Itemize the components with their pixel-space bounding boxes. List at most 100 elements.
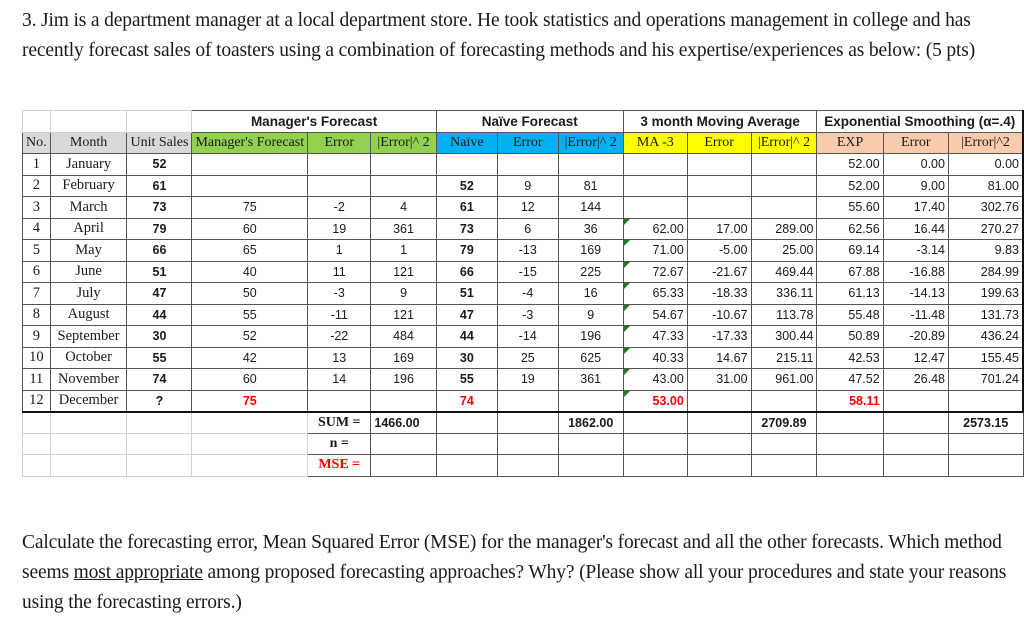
row-mgr-forecast: 60	[191, 217, 309, 240]
row-exp-err2: 81.00	[947, 174, 1024, 197]
row-ma-err2: 25.00	[750, 239, 818, 262]
mse-manager[interactable]	[370, 454, 437, 477]
col-ma-error: Error	[686, 131, 752, 154]
row-naive-error: -4	[497, 282, 559, 305]
row-naive-error: 9	[497, 174, 559, 197]
row-ma3: 40.33	[622, 346, 688, 369]
row-ma-error	[686, 389, 752, 413]
row-naive: 47	[435, 303, 499, 326]
question-intro: 3. Jim is a department manager at a loca…	[22, 10, 976, 61]
row-ma3: 47.33	[622, 325, 688, 348]
row-naive-err2: 36	[557, 217, 624, 240]
row-naive-error: 19	[497, 368, 559, 391]
n-exponential[interactable]	[947, 432, 1024, 455]
forecast-table: Manager's Forecast Naïve Forecast 3 mont…	[22, 110, 1024, 477]
group-manager: Manager's Forecast	[191, 110, 437, 133]
row-unit-sales: 73	[126, 196, 193, 219]
row-exp-err2: 199.63	[947, 282, 1024, 305]
row-month: July	[49, 282, 128, 305]
row-ma3	[622, 196, 688, 219]
row-mgr-err2: 169	[370, 346, 437, 369]
row-unit-sales: ?	[126, 389, 193, 413]
row-no: 9	[22, 325, 51, 348]
row-ma-error: -10.67	[686, 303, 752, 326]
row-exp-err2: 701.24	[947, 368, 1024, 391]
table-row: 7 July 47 50 -3 9 51 -4 16 65.33 -18.33 336.11 61.13…	[22, 282, 1024, 305]
row-no: 5	[22, 239, 51, 262]
n-moving-average[interactable]	[750, 432, 818, 455]
row-month: December	[49, 389, 128, 413]
n-manager[interactable]	[370, 432, 437, 455]
row-month: June	[49, 260, 128, 283]
row-mgr-forecast: 75	[191, 389, 309, 413]
row-ma-err2	[750, 174, 818, 197]
row-exp: 52.00	[816, 153, 884, 176]
row-exp-error: 16.44	[882, 217, 949, 240]
mse-moving-average[interactable]	[750, 454, 818, 477]
row-naive: 44	[435, 325, 499, 348]
row-month: October	[49, 346, 128, 369]
row-exp: 52.00	[816, 174, 884, 197]
table-row: 4 April 79 60 19 361 73 6 36 62.00 17.00 289.00 62.5…	[22, 217, 1024, 240]
table-row: 1 January 52 52.00 0.00 0.00	[22, 153, 1024, 176]
row-month: November	[49, 368, 128, 391]
table-row: 9 September 30 52 -22 484 44 -14 196 47.33 -17.33 3…	[22, 325, 1024, 348]
row-naive-err2: 144	[557, 196, 624, 219]
emphasis-most-appropriate: most appropriate	[73, 562, 203, 583]
col-exp-err2: |Error|^2	[947, 131, 1024, 154]
n-row: n =	[22, 432, 1024, 455]
row-unit-sales: 55	[126, 346, 193, 369]
row-mgr-forecast: 40	[191, 260, 309, 283]
row-ma3: 43.00	[622, 368, 688, 391]
table-row: 11 November 74 60 14 196 55 19 361 43.00 31.00 961.…	[22, 368, 1024, 391]
row-mgr-error	[307, 389, 372, 413]
row-mgr-err2: 4	[370, 196, 437, 219]
row-naive: 74	[435, 389, 499, 413]
col-exp: EXP	[816, 131, 884, 154]
row-mgr-err2	[370, 153, 437, 176]
row-ma-err2: 961.00	[750, 368, 818, 391]
row-ma-err2: 469.44	[750, 260, 818, 283]
row-naive-error	[497, 153, 559, 176]
row-mgr-error: -2	[307, 196, 372, 219]
row-month: March	[49, 196, 128, 219]
row-month: August	[49, 303, 128, 326]
row-exp-err2: 436.24	[947, 325, 1024, 348]
mse-naive[interactable]	[557, 454, 624, 477]
group-header-row: Manager's Forecast Naïve Forecast 3 mont…	[22, 110, 1024, 133]
row-mgr-forecast: 50	[191, 282, 309, 305]
row-exp-err2	[947, 389, 1024, 413]
row-ma3	[622, 153, 688, 176]
row-exp-error: 17.40	[882, 196, 949, 219]
row-no: 4	[22, 217, 51, 240]
n-naive[interactable]	[557, 432, 624, 455]
col-no: No.	[22, 131, 51, 154]
row-ma-error: 14.67	[686, 346, 752, 369]
table-row: 10 October 55 42 13 169 30 25 625 40.33 14.67 215.1…	[22, 346, 1024, 369]
row-unit-sales: 30	[126, 325, 193, 348]
row-exp-error	[882, 389, 949, 413]
row-mgr-forecast: 55	[191, 303, 309, 326]
row-naive-error: -14	[497, 325, 559, 348]
row-month: January	[49, 153, 128, 176]
row-exp-err2: 131.73	[947, 303, 1024, 326]
mse-exponential[interactable]	[947, 454, 1024, 477]
row-ma-err2: 336.11	[750, 282, 818, 305]
row-naive-error: 6	[497, 217, 559, 240]
row-exp-error: -3.14	[882, 239, 949, 262]
row-naive-error: -15	[497, 260, 559, 283]
row-exp: 58.11	[816, 389, 884, 413]
row-mgr-error	[307, 174, 372, 197]
row-mgr-forecast: 75	[191, 196, 309, 219]
row-naive: 66	[435, 260, 499, 283]
sum-naive: 1862.00	[557, 411, 624, 434]
col-ma-err2: |Error|^ 2	[750, 131, 818, 154]
row-exp-error: -16.88	[882, 260, 949, 283]
n-label: n =	[307, 432, 372, 455]
row-exp-error: -11.48	[882, 303, 949, 326]
row-unit-sales: 47	[126, 282, 193, 305]
row-mgr-error: -11	[307, 303, 372, 326]
row-exp-err2: 270.27	[947, 217, 1024, 240]
row-naive: 79	[435, 239, 499, 262]
row-mgr-forecast: 65	[191, 239, 309, 262]
